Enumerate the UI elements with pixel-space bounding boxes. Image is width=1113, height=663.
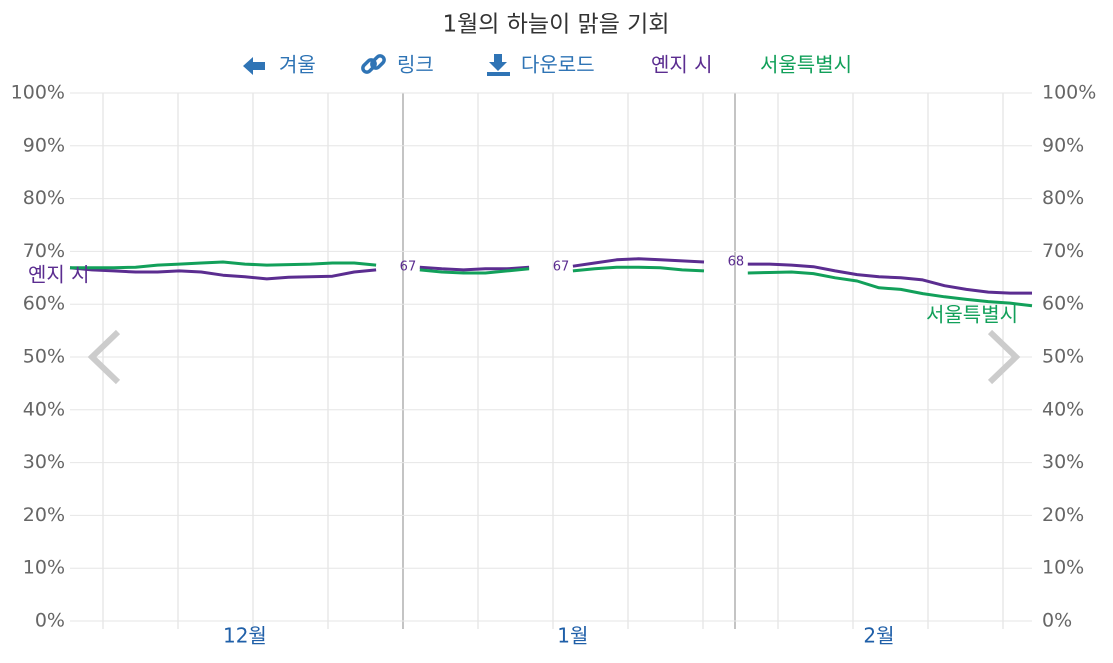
x-tick-label: 12월 bbox=[223, 624, 267, 648]
y-tick-label: 60% bbox=[23, 293, 65, 315]
y2-tick-label: 20% bbox=[1042, 504, 1084, 526]
y-tick-label: 90% bbox=[23, 134, 65, 156]
next-arrow[interactable] bbox=[987, 329, 1021, 385]
y2-tick-label: 40% bbox=[1042, 398, 1084, 420]
grid bbox=[70, 92, 1032, 629]
y2-tick-label: 10% bbox=[1042, 557, 1084, 579]
y2-tick-label: 0% bbox=[1042, 610, 1072, 632]
series-line bbox=[70, 260, 1033, 308]
x-tick-label: 1월 bbox=[557, 624, 588, 648]
legend-entry[interactable]: 옌지 시 bbox=[651, 53, 713, 77]
y-tick-label: 20% bbox=[23, 504, 65, 526]
y2-tick-label: 50% bbox=[1042, 346, 1084, 368]
link-button[interactable]: 링크 bbox=[397, 53, 434, 77]
y-tick-label: 50% bbox=[23, 346, 65, 368]
y2-tick-label: 60% bbox=[1042, 293, 1084, 315]
y-tick-label: 80% bbox=[23, 187, 65, 209]
series-label: 서울특별시 bbox=[926, 303, 1018, 327]
back-button[interactable]: 겨울 bbox=[279, 53, 316, 77]
legend-entry[interactable]: 서울특별시 bbox=[760, 53, 852, 77]
prev-arrow[interactable] bbox=[87, 329, 121, 385]
y2-tick-label: 30% bbox=[1042, 451, 1084, 473]
y2-tick-label: 70% bbox=[1042, 240, 1084, 262]
y-tick-label: 30% bbox=[23, 451, 65, 473]
back-icon[interactable] bbox=[243, 57, 265, 75]
series-line bbox=[69, 257, 1032, 295]
y2-tick-label: 90% bbox=[1042, 134, 1084, 156]
y-tick-label: 40% bbox=[23, 398, 65, 420]
series-label: 옌지 시 bbox=[28, 263, 90, 287]
y-tick-label: 100% bbox=[11, 82, 65, 104]
x-tick-label: 2월 bbox=[863, 624, 894, 648]
download-icon[interactable] bbox=[487, 54, 510, 76]
y2-tick-label: 100% bbox=[1042, 82, 1096, 104]
link-icon[interactable] bbox=[361, 54, 386, 74]
chart-title: 1월의 하늘이 맑을 기회 bbox=[442, 12, 669, 38]
download-button[interactable]: 다운로드 bbox=[521, 53, 595, 77]
gap-label: 67 bbox=[400, 260, 417, 275]
gap-label: 67 bbox=[553, 260, 570, 275]
y-tick-label: 70% bbox=[23, 240, 65, 262]
gap-label: 68 bbox=[728, 254, 745, 269]
y-tick-label: 10% bbox=[23, 557, 65, 579]
toolbar: 겨울 링크 다운로드 bbox=[243, 53, 595, 77]
y2-tick-label: 80% bbox=[1042, 187, 1084, 209]
y-tick-label: 0% bbox=[35, 610, 65, 632]
